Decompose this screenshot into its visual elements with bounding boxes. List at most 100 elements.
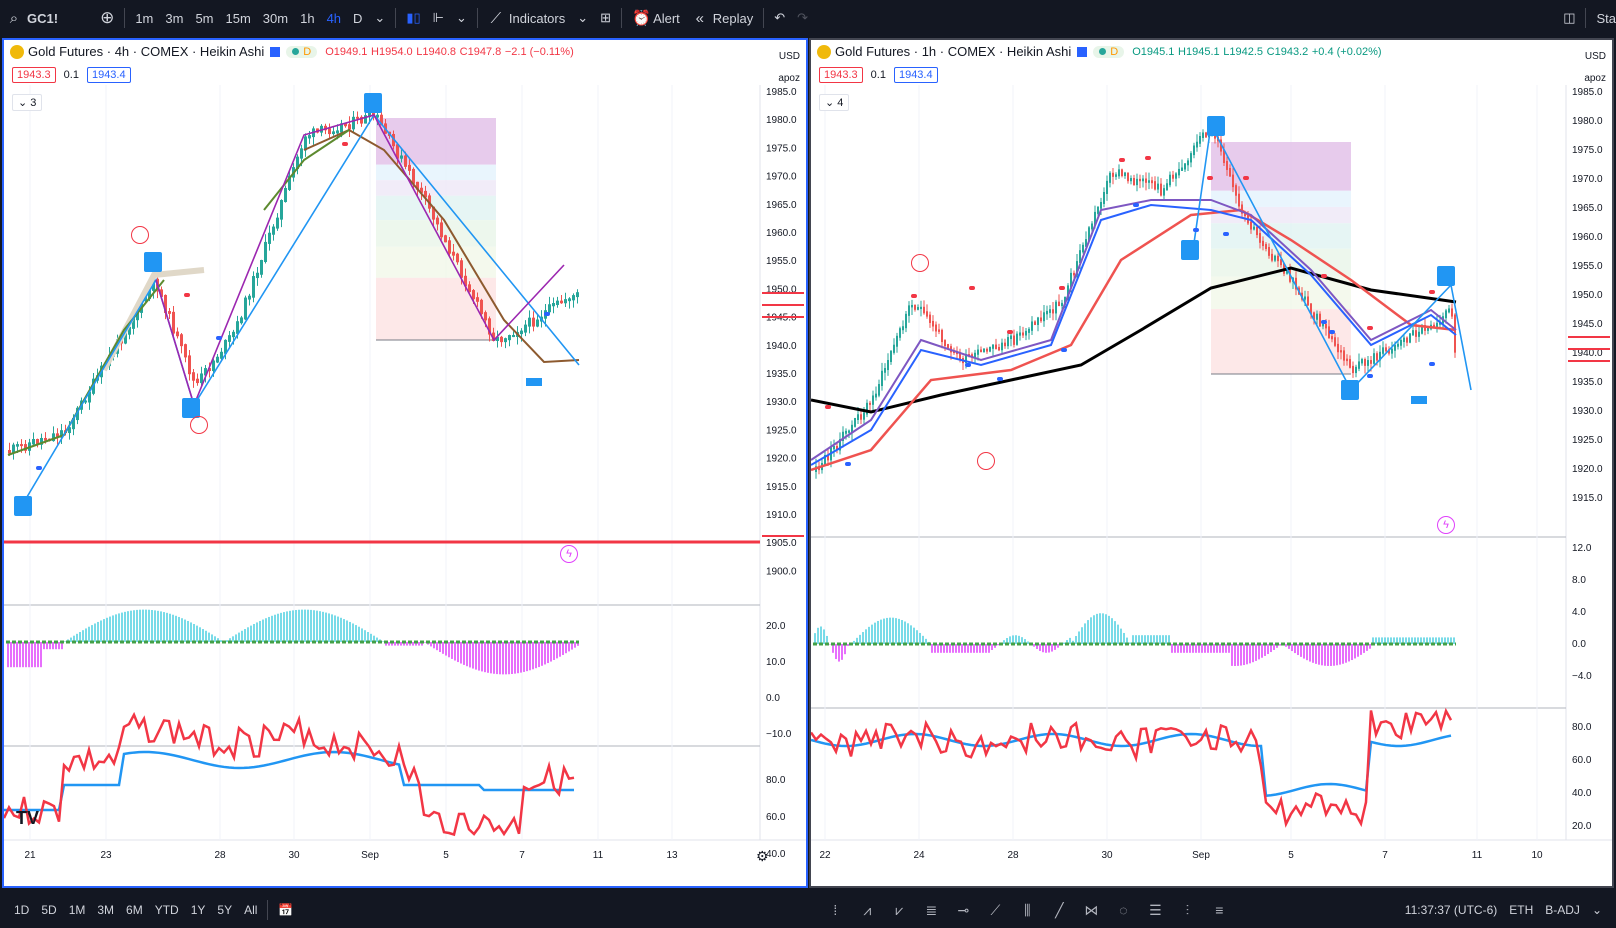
abcd-pattern-icon[interactable]: ⩗ — [895, 901, 904, 918]
candle-body — [839, 439, 841, 451]
levels-icon[interactable]: ☰ — [1149, 901, 1162, 918]
candle-body — [232, 331, 235, 338]
candle-body — [824, 454, 826, 465]
interval-1h[interactable]: 1h — [300, 10, 315, 26]
candle-body — [1172, 174, 1174, 179]
candle-body — [504, 338, 507, 343]
layout-button[interactable]: ⊞ — [594, 0, 617, 36]
currency-select[interactable]: USD apoz — [1584, 46, 1606, 90]
interval-d[interactable]: D — [353, 10, 363, 26]
buy-price-button[interactable]: 1943.4 — [86, 67, 131, 83]
range-1y[interactable]: 1Y — [190, 903, 206, 917]
chevron-down-icon[interactable]: ⌄ — [1591, 903, 1602, 917]
chart-panel-4h[interactable]: 1985.0 1980.0 1975.0 1970.0 1965.0 1960.0 1955… — [2, 38, 808, 888]
low-value: L1942.5 — [1223, 45, 1264, 58]
flag-icon[interactable] — [1077, 46, 1088, 57]
interval-30m[interactable]: 30m — [262, 10, 289, 26]
currency-select[interactable]: USD apoz — [778, 46, 800, 90]
range-ytd[interactable]: YTD — [154, 903, 179, 917]
candle-body — [974, 352, 976, 358]
redo-icon: ↷ — [797, 10, 809, 25]
panel-toggle-button[interactable]: ◫ — [1557, 0, 1581, 36]
candle-body — [52, 433, 55, 442]
interval-dropdown[interactable]: ⌄ — [368, 0, 391, 36]
lightning-icon[interactable]: ϟ — [1437, 516, 1455, 534]
replay-button[interactable]: «Replay — [686, 0, 759, 36]
candle-body — [890, 350, 892, 363]
indicator-collapse-toggle[interactable]: ⌄ 4 — [819, 94, 850, 111]
candle-body — [917, 307, 919, 310]
range-6m[interactable]: 6M — [126, 903, 143, 917]
range-1m[interactable]: 1M — [68, 903, 86, 917]
indicators-dropdown[interactable]: ⌄ — [571, 0, 594, 36]
settings-gear-icon[interactable]: ⚙ — [756, 848, 769, 864]
chevron-down-icon: ⌄ — [825, 97, 838, 109]
indicators-button[interactable]: ⟋ Indicators — [482, 0, 571, 36]
candle-body — [1280, 259, 1282, 266]
fib-retracement-icon[interactable]: ≣ — [925, 901, 938, 918]
candle-body — [244, 297, 247, 320]
time-axis-label: 24 — [913, 850, 925, 861]
sell-price-button[interactable]: 1943.3 — [819, 67, 863, 83]
start-button[interactable]: Sta — [1596, 10, 1616, 26]
interval-15m[interactable]: 15m — [225, 10, 251, 26]
menu-icon[interactable]: ≡ — [1215, 902, 1224, 918]
horizontal-line-icon[interactable]: ⊸ — [957, 901, 970, 918]
candle-body — [827, 454, 829, 461]
market-status[interactable]: D — [286, 45, 318, 58]
session-toggle[interactable]: ETH — [1509, 903, 1534, 917]
candle-body — [436, 217, 439, 225]
range-1d[interactable]: 1D — [14, 903, 30, 917]
interval-1m[interactable]: 1m — [135, 10, 154, 26]
candle-body — [1160, 183, 1162, 196]
redo-button[interactable]: ↷ — [791, 0, 814, 36]
alert-button[interactable]: ⏰ Alert — [632, 10, 680, 27]
interval-5m[interactable]: 5m — [195, 10, 214, 26]
ray-icon[interactable]: ⟋ — [990, 901, 1001, 918]
candle-body — [863, 412, 865, 420]
macd-axis-label: 10.0 — [766, 657, 786, 668]
sell-signal-tag — [1207, 176, 1213, 180]
candle-body — [476, 297, 479, 302]
time-axis-label: 7 — [519, 850, 525, 861]
sell-price-button[interactable]: 1943.3 — [12, 67, 56, 83]
interval-4h[interactable]: 4h — [326, 10, 342, 26]
chart-type-dropdown[interactable]: ⌄ — [450, 0, 473, 36]
adjustment-toggle[interactable]: B-ADJ — [1545, 903, 1580, 917]
chart-canvas-1h[interactable]: 1985.0 1980.0 1975.0 1970.0 1965.0 1960.0 1955… — [811, 40, 1614, 888]
buy-price-button[interactable]: 1943.4 — [893, 67, 938, 83]
lightning-icon[interactable]: ϟ — [560, 545, 578, 563]
pattern-icon[interactable]: ⋈ — [1084, 901, 1099, 918]
chart-panel-1h[interactable]: 1985.0 1980.0 1975.0 1970.0 1965.0 1960.0 1955… — [809, 38, 1614, 888]
clock[interactable]: 11:37:37 (UTC-6) — [1404, 903, 1498, 917]
top-toolbar: ⌕ GC1! ⊕ 1m 3m 5m 15m 30m 1h 4h D ⌄ ▮▯ ⊩ … — [0, 0, 1616, 36]
candle-body — [564, 299, 567, 304]
goto-date-button[interactable]: 📅 — [272, 903, 299, 917]
candle-body — [460, 260, 463, 278]
range-5d[interactable]: 5D — [41, 903, 57, 917]
candle-body — [1205, 132, 1207, 138]
indicator-collapse-toggle[interactable]: ⌄ 3 — [12, 94, 43, 111]
chart-type-alt-button[interactable]: ⊩ — [427, 0, 450, 36]
flag-icon[interactable] — [270, 46, 281, 57]
drag-handle-icon[interactable]: ⁞ — [833, 902, 838, 918]
undo-button[interactable]: ↶ — [768, 0, 791, 36]
apoz-select[interactable]: apoz — [1584, 73, 1606, 84]
interval-3m[interactable]: 3m — [165, 10, 184, 26]
range-3m[interactable]: 3M — [97, 903, 115, 917]
range-5y[interactable]: 5Y — [217, 903, 233, 917]
chart-type-button[interactable]: ▮▯ — [400, 0, 426, 36]
compare-button[interactable]: ⊕ — [94, 0, 120, 36]
candle-body — [980, 349, 982, 353]
symbol-search[interactable]: ⌕ GC1! — [0, 0, 64, 36]
range-all[interactable]: All — [244, 903, 258, 917]
xabcd-pattern-icon[interactable]: ⩘ — [863, 901, 872, 918]
fib-fan-icon[interactable]: ⫼ — [1024, 901, 1031, 918]
apoz-select[interactable]: apoz — [778, 73, 800, 84]
chart-canvas-4h[interactable]: 1985.0 1980.0 1975.0 1970.0 1965.0 1960.0 1955… — [4, 40, 808, 888]
market-status[interactable]: D — [1093, 45, 1125, 58]
parallel-channel-icon[interactable]: ⫶ — [1185, 901, 1190, 918]
trend-line-icon[interactable]: ╱ — [1055, 901, 1064, 918]
candle-body — [164, 294, 167, 314]
circle-tool-icon[interactable]: ◌ — [1119, 902, 1128, 918]
